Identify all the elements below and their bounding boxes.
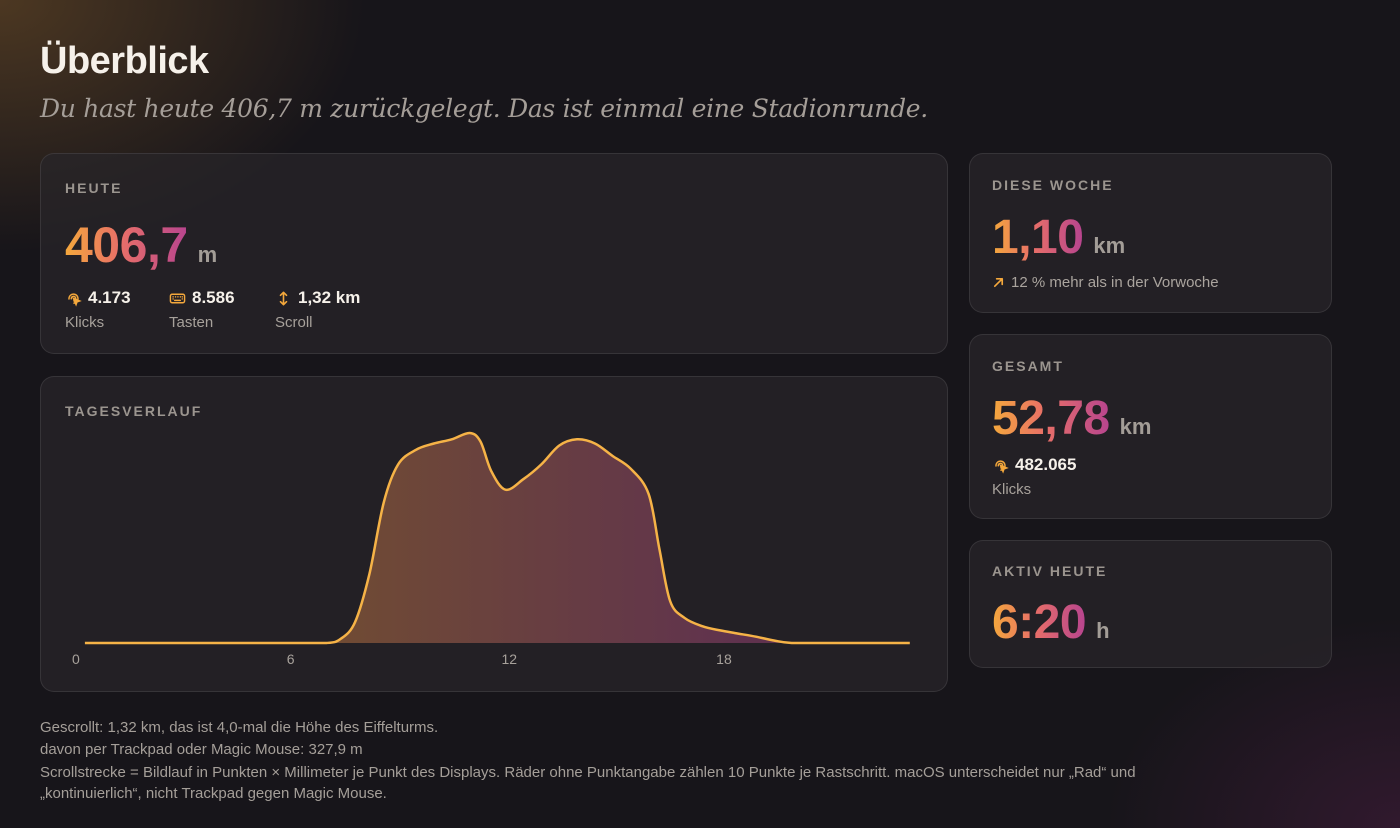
active-value-number: 6:20 xyxy=(992,596,1087,649)
today-label: HEUTE xyxy=(65,180,123,196)
today-stats: 4.173 Klicks 8.586 Tasten 1,32 km Scroll xyxy=(65,288,388,331)
week-value: 1,10 km xyxy=(992,210,1125,265)
stat-clicks-value: 4.173 xyxy=(88,288,131,307)
arrow-up-right-icon xyxy=(993,277,1004,288)
week-value-number: 1,10 xyxy=(992,211,1084,264)
x-tick-label: 12 xyxy=(501,651,518,667)
click-icon xyxy=(68,292,82,307)
timeline-card: TAGESVERLAUF 0 6 12 18 xyxy=(40,376,948,692)
week-card: DIESE WOCHE 1,10 km 12 % mehr als in der… xyxy=(969,153,1332,313)
stat-keys-value: 8.586 xyxy=(192,288,235,307)
click-icon xyxy=(995,459,1009,474)
active-unit: h xyxy=(1096,618,1110,643)
page-subtitle: Du hast heute 406,7 m zurückgelegt. Das … xyxy=(40,94,928,123)
week-label: DIESE WOCHE xyxy=(992,177,1114,193)
stat-scroll-value: 1,32 km xyxy=(298,288,361,307)
total-unit: km xyxy=(1119,414,1152,439)
today-card: HEUTE 406,7 m 4.173 Klicks 8.586 Tasten xyxy=(40,153,948,354)
total-card: GESAMT 52,78 km 482.065 Klicks xyxy=(969,334,1332,519)
week-trend-text: 12 % mehr als in der Vorwoche xyxy=(1011,274,1219,291)
x-tick-label: 0 xyxy=(72,651,80,667)
x-tick-label: 18 xyxy=(716,651,732,667)
total-value-number: 52,78 xyxy=(992,392,1110,445)
chart-series-line xyxy=(84,431,910,645)
keyboard-icon xyxy=(169,293,186,303)
week-trend: 12 % mehr als in der Vorwoche xyxy=(992,274,1219,291)
active-value: 6:20 h xyxy=(992,595,1110,650)
active-card: AKTIV HEUTE 6:20 h xyxy=(969,540,1332,668)
week-unit: km xyxy=(1093,233,1126,258)
scroll-icon xyxy=(279,291,288,305)
total-clicks-value: 482.065 xyxy=(1015,455,1077,474)
x-tick-label: 6 xyxy=(286,651,295,667)
today-value: 406,7 m xyxy=(65,216,218,274)
stat-keys: 8.586 Tasten xyxy=(169,288,247,331)
timeline-label: TAGESVERLAUF xyxy=(65,403,203,419)
stat-keys-label: Tasten xyxy=(169,314,214,331)
stat-clicks-label: Klicks xyxy=(65,314,105,331)
stat-scroll-label: Scroll xyxy=(275,314,313,331)
total-clicks: 482.065 Klicks xyxy=(992,455,1076,498)
stat-scroll: 1,32 km Scroll xyxy=(275,288,360,331)
total-label: GESAMT xyxy=(992,358,1064,374)
timeline-chart xyxy=(84,431,910,645)
stat-clicks: 4.173 Klicks xyxy=(65,288,141,331)
active-label: AKTIV HEUTE xyxy=(992,563,1108,579)
footer-note: Scrollstrecke = Bildlauf in Punkten × Mi… xyxy=(40,764,1136,802)
page-title: Überblick xyxy=(40,40,209,82)
footer-trackpad: davon per Trackpad oder Magic Mouse: 327… xyxy=(40,741,363,758)
today-value-number: 406,7 xyxy=(65,217,188,273)
today-unit: m xyxy=(197,242,218,267)
total-value: 52,78 km xyxy=(992,391,1151,446)
total-clicks-label: Klicks xyxy=(992,481,1032,498)
footer-scrolled: Gescrollt: 1,32 km, das ist 4,0-mal die … xyxy=(40,719,439,736)
chart-area-fill xyxy=(84,432,910,643)
